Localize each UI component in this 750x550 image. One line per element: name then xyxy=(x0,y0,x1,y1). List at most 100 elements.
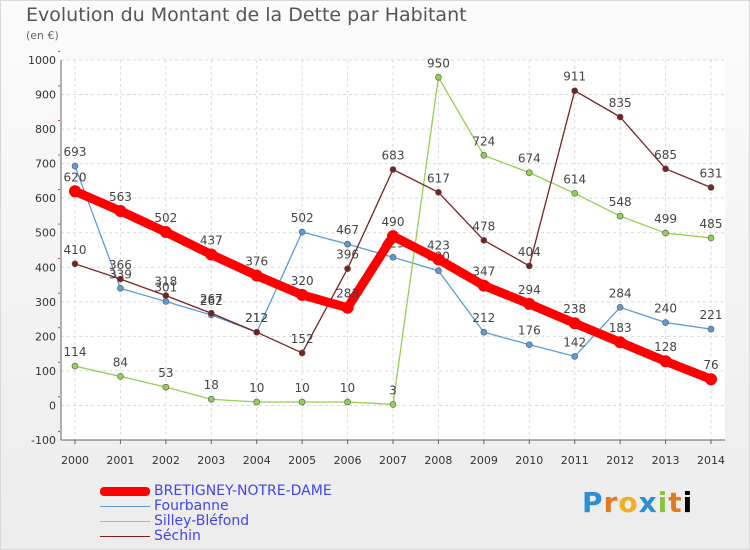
data-label-sechin: 835 xyxy=(609,96,632,110)
data-label-sechin: 685 xyxy=(654,148,677,162)
x-tick-label: 2005 xyxy=(288,454,316,467)
data-point-silley-blefond xyxy=(162,383,170,391)
data-label-sechin: 267 xyxy=(200,292,223,306)
data-label-bretigney-notre-dame: 183 xyxy=(609,321,632,335)
data-point-bretigney-notre-dame xyxy=(205,248,218,261)
logo-letter: o xyxy=(618,486,639,519)
y-tick-label: 0 xyxy=(49,399,56,412)
data-label-sechin: 396 xyxy=(336,248,359,262)
data-point-fourbanne xyxy=(662,319,669,326)
data-point-fourbanne xyxy=(344,240,351,248)
data-point-bretigney-notre-dame xyxy=(432,253,445,266)
data-point-sechin xyxy=(571,87,579,95)
data-point-fourbanne xyxy=(71,162,79,170)
data-label-sechin: 631 xyxy=(700,166,723,180)
logo-letter: r xyxy=(603,486,619,519)
data-label-sechin: 683 xyxy=(382,149,405,163)
data-point-fourbanne xyxy=(707,325,715,333)
data-label-silley-blefond: 10 xyxy=(295,381,310,395)
legend-item-bretigney: BRETIGNEY-NOTRE-DAME xyxy=(100,483,440,499)
data-label-silley-blefond: 84 xyxy=(113,355,128,369)
x-tick-label: 2004 xyxy=(243,454,271,467)
data-point-sechin xyxy=(389,166,397,173)
data-label-bretigney-notre-dame: 376 xyxy=(245,255,268,269)
data-point-silley-blefond xyxy=(207,395,215,403)
data-point-sechin xyxy=(707,184,715,191)
data-point-bretigney-notre-dame xyxy=(477,279,490,292)
y-tick-label: -100 xyxy=(31,434,56,447)
data-point-bretigney-notre-dame xyxy=(659,355,672,368)
data-point-bretigney-notre-dame xyxy=(341,301,354,314)
data-point-silley-blefond xyxy=(253,398,261,406)
data-label-bretigney-notre-dame: 238 xyxy=(563,302,586,316)
chart-subtitle: (en €) xyxy=(26,29,59,42)
data-point-sechin xyxy=(71,260,79,268)
data-label-sechin: 404 xyxy=(518,245,541,259)
data-point-fourbanne xyxy=(435,267,442,275)
data-point-sechin xyxy=(525,262,533,270)
x-tick-label: 2011 xyxy=(561,454,589,467)
data-label-fourbanne: 212 xyxy=(245,311,268,325)
data-label-silley-blefond: 18 xyxy=(204,378,219,392)
data-label-fourbanne: 212 xyxy=(472,311,495,325)
data-label-sechin: 911 xyxy=(563,70,586,84)
data-point-sechin xyxy=(616,113,624,121)
data-label-fourbanne: 284 xyxy=(609,286,632,300)
x-tick-label: 2010 xyxy=(515,454,543,467)
logo-letter: x xyxy=(638,486,658,519)
data-point-bretigney-notre-dame xyxy=(250,269,263,282)
data-point-fourbanne xyxy=(480,328,488,336)
data-label-silley-blefond: 3 xyxy=(389,383,397,397)
y-tick-label: 1000 xyxy=(28,54,56,67)
data-point-sechin xyxy=(298,349,306,357)
y-tick-label: 400 xyxy=(35,261,56,274)
data-point-fourbanne xyxy=(117,285,124,292)
data-label-silley-blefond: 548 xyxy=(609,195,632,209)
data-label-bretigney-notre-dame: 437 xyxy=(200,233,223,247)
data-label-sechin: 152 xyxy=(291,332,314,346)
data-point-bretigney-notre-dame xyxy=(568,317,581,330)
data-label-fourbanne: 142 xyxy=(563,335,586,349)
data-point-silley-blefond xyxy=(616,212,624,220)
x-tick-label: 2002 xyxy=(152,454,180,467)
data-label-silley-blefond: 724 xyxy=(472,134,495,148)
data-point-fourbanne xyxy=(571,353,579,360)
data-label-fourbanne: 221 xyxy=(700,308,723,322)
y-tick-label: 700 xyxy=(35,158,56,171)
legend-line-fourbanne xyxy=(100,506,150,507)
data-label-silley-blefond: 114 xyxy=(64,345,87,359)
legend-label: Séchin xyxy=(154,528,201,544)
data-point-sechin xyxy=(207,309,215,317)
data-point-silley-blefond xyxy=(117,373,124,380)
y-tick-label: 800 xyxy=(35,123,56,136)
data-label-fourbanne: 176 xyxy=(518,324,541,338)
chart-title: Evolution du Montant de la Dette par Hab… xyxy=(26,4,467,26)
data-label-fourbanne: 262 xyxy=(200,294,223,308)
data-label-sechin: 212 xyxy=(245,311,268,325)
legend-item-sechin: Séchin xyxy=(100,528,440,544)
data-point-fourbanne xyxy=(389,253,397,261)
data-point-sechin xyxy=(253,328,261,336)
data-label-fourbanne: 693 xyxy=(64,145,87,159)
data-point-sechin xyxy=(435,189,442,196)
x-tick-label: 2012 xyxy=(606,454,634,467)
data-label-fourbanne: 502 xyxy=(291,211,314,225)
data-label-bretigney-notre-dame: 294 xyxy=(518,283,541,297)
legend-line-silley xyxy=(100,521,150,522)
data-point-silley-blefond xyxy=(525,169,533,176)
x-tick-label: 2003 xyxy=(197,454,225,467)
data-label-bretigney-notre-dame: 76 xyxy=(703,358,718,372)
data-label-bretigney-notre-dame: 347 xyxy=(472,265,495,279)
data-point-silley-blefond xyxy=(71,362,79,370)
y-tick-label: 600 xyxy=(35,192,56,205)
data-point-sechin xyxy=(117,275,124,283)
legend-item-fourbanne: Fourbanne xyxy=(100,498,440,514)
x-tick-label: 2001 xyxy=(106,454,134,467)
data-label-silley-blefond: 950 xyxy=(427,56,450,70)
data-point-bretigney-notre-dame xyxy=(387,230,399,243)
data-point-fourbanne xyxy=(162,298,170,305)
x-tick-label: 2014 xyxy=(697,454,725,467)
data-point-silley-blefond xyxy=(344,398,351,406)
data-label-bretigney-notre-dame: 320 xyxy=(291,274,314,288)
data-point-silley-blefond xyxy=(389,401,397,408)
